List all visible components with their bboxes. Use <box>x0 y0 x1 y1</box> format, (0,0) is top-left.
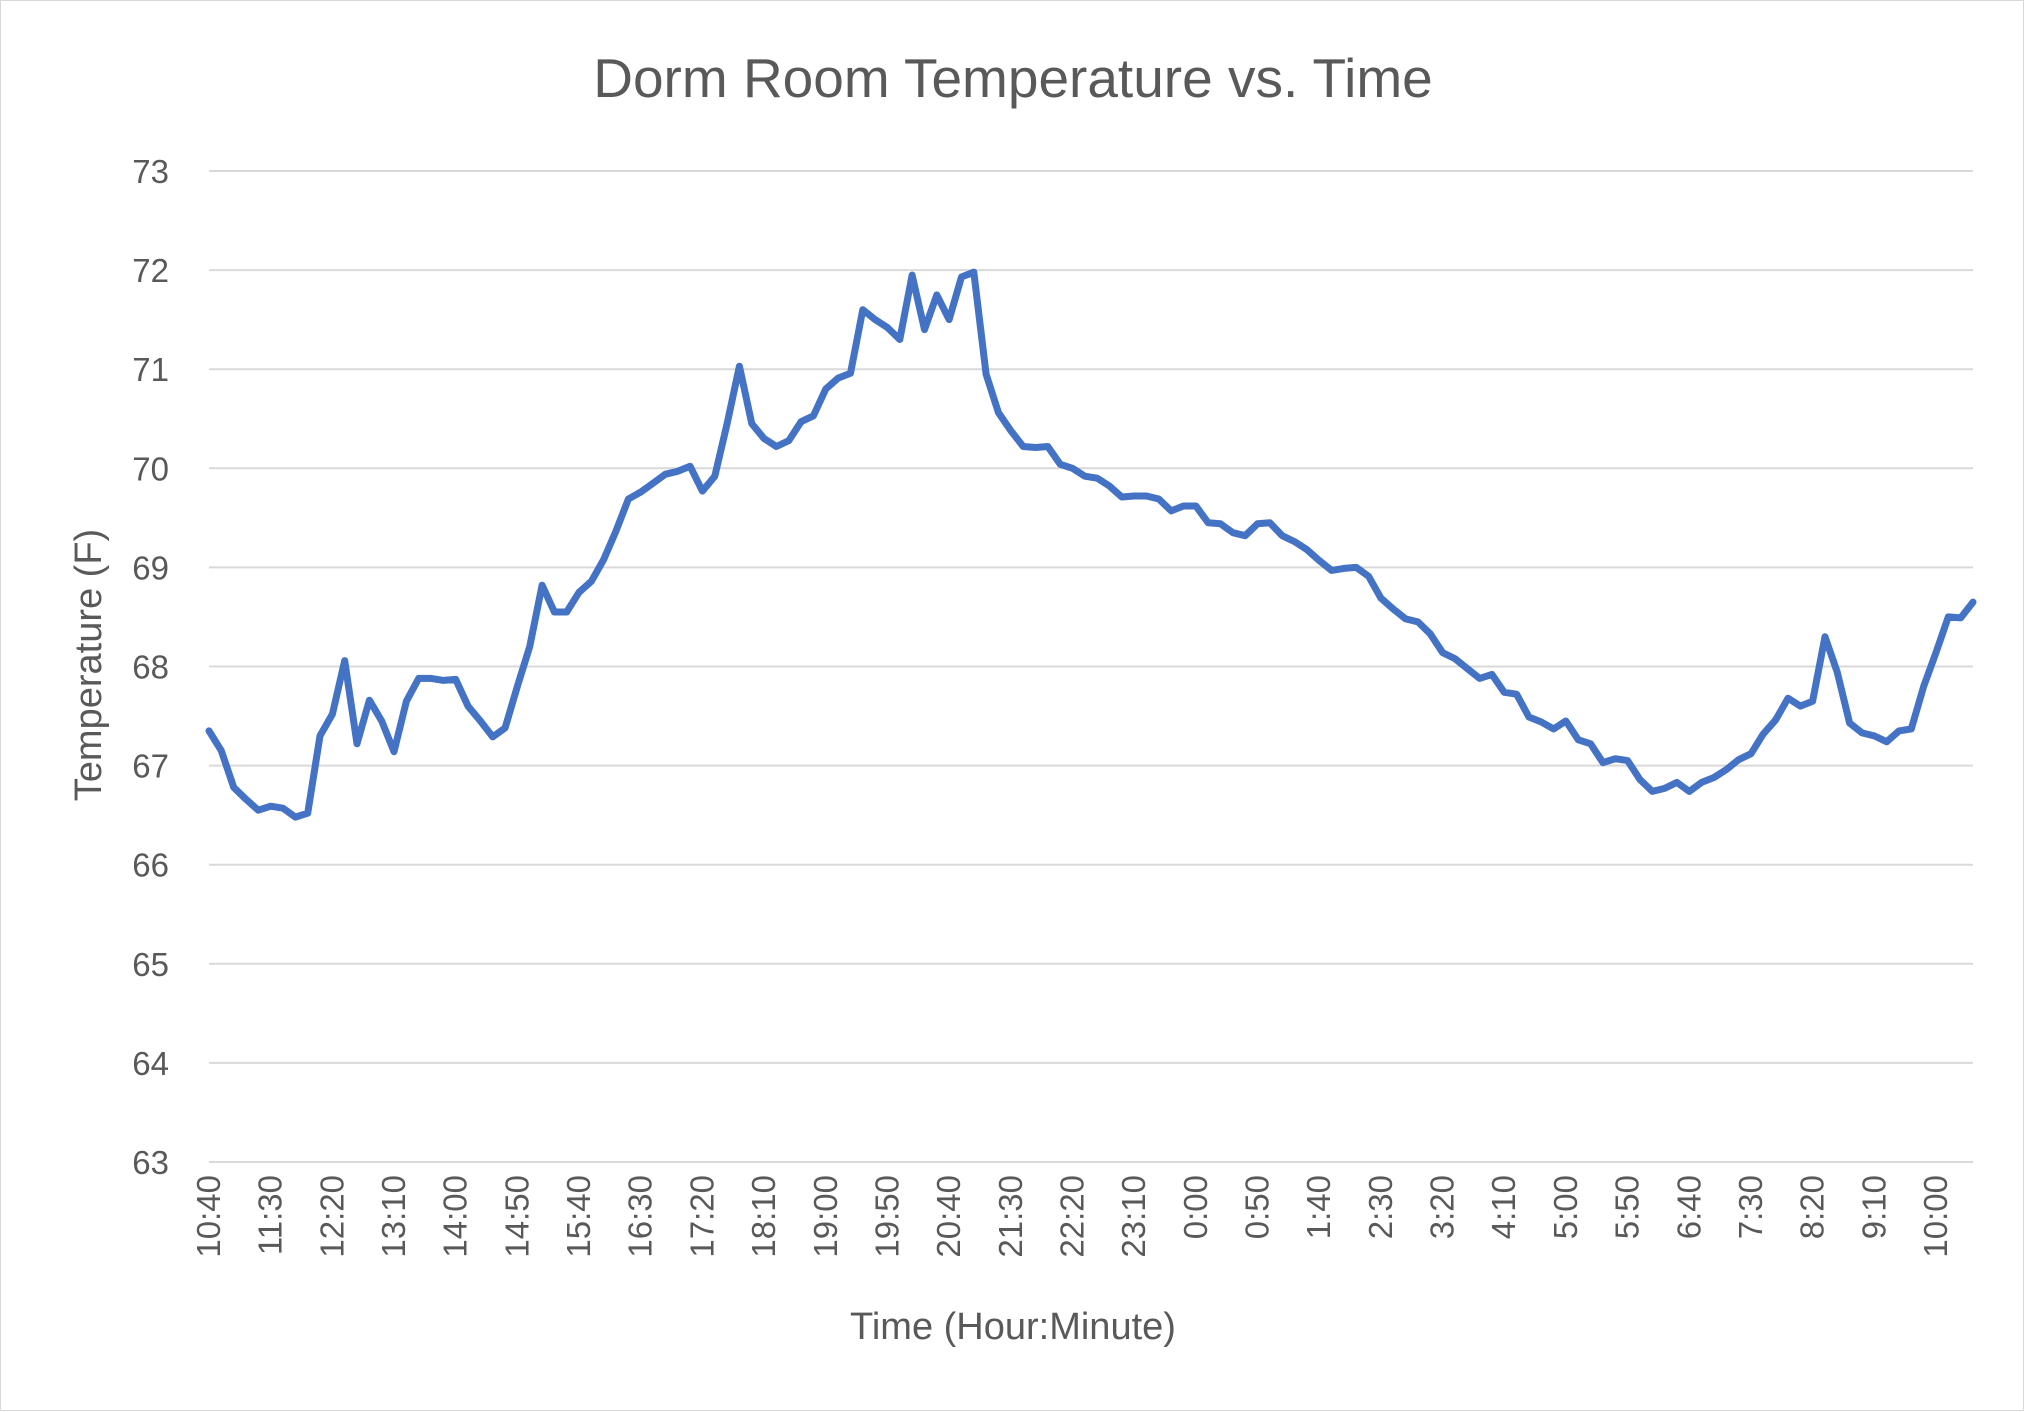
x-tick-label: 19:00 <box>807 1175 844 1258</box>
x-tick-label: 5:50 <box>1609 1175 1646 1239</box>
x-tick-label: 0:50 <box>1239 1175 1276 1239</box>
chart-title: Dorm Room Temperature vs. Time <box>593 47 1433 109</box>
y-tick-label: 67 <box>132 748 169 785</box>
x-tick-label: 9:10 <box>1855 1175 1892 1239</box>
x-tick-label: 15:40 <box>560 1175 597 1258</box>
x-tick-label: 16:30 <box>622 1175 659 1258</box>
x-tick-label: 14:00 <box>437 1175 474 1258</box>
x-tick-label: 19:50 <box>868 1175 905 1258</box>
x-tick-label: 0:00 <box>1177 1175 1214 1239</box>
x-axis-ticks: 10:40 11:30 12:20 13:10 14:00 14:50 15:40 16:30… <box>190 1175 1954 1258</box>
y-tick-label: 66 <box>132 847 169 884</box>
y-tick-label: 70 <box>132 450 169 487</box>
y-tick-label: 68 <box>132 649 169 686</box>
x-tick-label: 3:20 <box>1424 1175 1461 1239</box>
y-axis-title: Temperature (F) <box>68 529 110 801</box>
x-tick-label: 21:30 <box>992 1175 1029 1258</box>
x-tick-label: 10:40 <box>190 1175 227 1258</box>
y-tick-label: 63 <box>132 1144 169 1181</box>
gridlines <box>209 170 1973 1163</box>
x-tick-label: 7:30 <box>1732 1175 1769 1239</box>
x-tick-label: 14:50 <box>498 1175 535 1258</box>
y-tick-label: 64 <box>132 1045 169 1082</box>
x-tick-label: 22:20 <box>1053 1175 1090 1258</box>
y-tick-label: 71 <box>132 351 169 388</box>
x-tick-label: 5:00 <box>1547 1175 1584 1239</box>
x-tick-label: 13:10 <box>375 1175 412 1258</box>
x-tick-label: 17:20 <box>683 1175 720 1258</box>
x-tick-label: 6:40 <box>1670 1175 1707 1239</box>
x-tick-label: 2:30 <box>1362 1175 1399 1239</box>
x-axis-title: Time (Hour:Minute) <box>850 1306 1176 1348</box>
series-line-0 <box>205 268 1977 821</box>
x-tick-label: 12:20 <box>313 1175 350 1258</box>
series-layer <box>205 268 1977 821</box>
x-tick-label: 1:40 <box>1300 1175 1337 1239</box>
x-tick-label: 18:10 <box>745 1175 782 1258</box>
y-axis-ticks: 63 64 65 66 67 68 69 70 71 72 73 <box>132 153 169 1181</box>
x-tick-label: 23:10 <box>1115 1175 1152 1258</box>
y-tick-label: 73 <box>132 153 169 190</box>
x-tick-label: 10:00 <box>1917 1175 1954 1258</box>
x-tick-label: 8:20 <box>1794 1175 1831 1239</box>
y-tick-label: 72 <box>132 252 169 289</box>
y-tick-label: 65 <box>132 946 169 983</box>
x-tick-label: 4:10 <box>1485 1175 1522 1239</box>
x-tick-label: 11:30 <box>252 1175 289 1255</box>
y-tick-label: 69 <box>132 549 169 586</box>
x-tick-label: 20:40 <box>930 1175 967 1258</box>
